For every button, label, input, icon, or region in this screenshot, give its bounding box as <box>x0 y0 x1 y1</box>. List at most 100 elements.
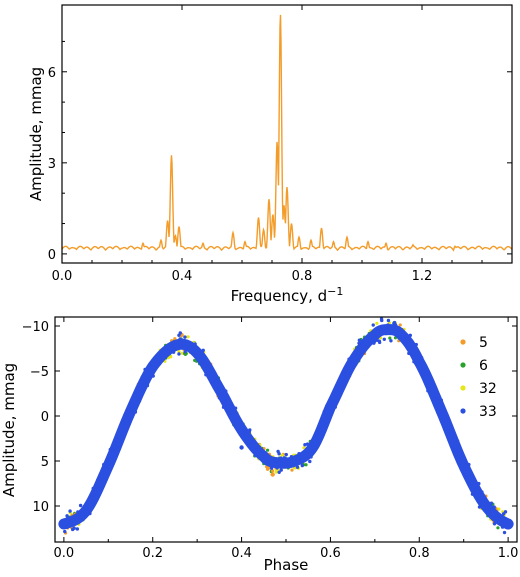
scatter-point <box>74 517 78 521</box>
scatter-point <box>322 410 326 414</box>
scatter-point <box>254 444 258 449</box>
scatter-point <box>78 503 83 508</box>
scatter-point <box>315 434 319 438</box>
y-tick-label: 6 <box>48 66 56 81</box>
scatter-point <box>143 367 147 372</box>
x-tick-label: 0.0 <box>54 546 75 561</box>
scatter-point <box>151 374 155 378</box>
scatter-point <box>273 461 277 465</box>
scatter-point <box>92 494 96 498</box>
scatter-point <box>458 450 463 455</box>
scatter-point <box>421 373 425 377</box>
scatter-point <box>178 337 182 341</box>
scatter-point <box>91 486 95 491</box>
scatter-point <box>269 466 274 470</box>
scatter-point <box>377 340 382 345</box>
scatter-point <box>497 520 501 524</box>
scatter-point <box>415 362 420 366</box>
scatter-point <box>204 373 208 377</box>
scatter-point <box>194 353 198 357</box>
scatter-point <box>350 353 355 358</box>
scatter-point <box>280 458 284 463</box>
scatter-point <box>295 465 300 469</box>
scatter-point <box>247 443 251 447</box>
scatter-point <box>146 376 150 380</box>
scatter-point <box>68 509 72 513</box>
periodogram-y-ticks: 0 3 6 <box>48 40 512 263</box>
y-tick-label: 0 <box>48 248 56 263</box>
scatter-point <box>247 430 252 434</box>
scatter-point <box>353 355 358 360</box>
scatter-point <box>453 435 457 439</box>
scatter-point <box>225 394 229 398</box>
scatter-point <box>424 367 429 372</box>
scatter-point <box>477 499 481 504</box>
scatter-point <box>177 344 181 348</box>
scatter-point <box>201 348 205 353</box>
scatter-point <box>426 389 430 393</box>
scatter-point <box>494 509 498 514</box>
scatter-point <box>117 446 122 451</box>
scatter-point <box>67 517 71 521</box>
scatter-point <box>348 360 352 365</box>
scatter-point <box>277 452 281 456</box>
scatter-point <box>130 415 134 419</box>
scatter-point <box>456 445 460 449</box>
scatter-point <box>126 415 130 420</box>
scatter-point <box>492 515 496 520</box>
scatter-point <box>87 509 92 513</box>
scatter-point <box>217 385 222 390</box>
scatter-point <box>444 427 448 431</box>
scatter-point <box>378 327 383 331</box>
scatter-point <box>347 357 351 361</box>
y-tick-label: −10 <box>22 320 49 335</box>
scatter-point <box>133 410 138 414</box>
scatter-point <box>229 403 233 407</box>
scatter-point <box>483 499 487 503</box>
scatter-point <box>271 457 275 461</box>
scatter-point <box>183 335 187 339</box>
scatter-point <box>265 448 270 452</box>
scatter-point <box>264 460 269 465</box>
scatter-point <box>439 398 444 402</box>
scatter-point <box>278 456 283 460</box>
scatter-point <box>113 441 117 445</box>
scatter-point <box>470 492 475 496</box>
scatter-point <box>403 340 407 345</box>
x-tick-label: 0.2 <box>142 546 163 561</box>
scatter-point <box>371 323 375 327</box>
scatter-point <box>465 475 469 479</box>
scatter-point <box>373 334 378 338</box>
scatter-point <box>477 505 482 509</box>
legend-label: 32 <box>479 381 497 397</box>
scatter-point <box>279 468 283 472</box>
scatter-point <box>437 398 441 402</box>
scatter-point <box>120 421 125 425</box>
scatter-point <box>185 344 189 348</box>
scatter-point <box>140 386 144 391</box>
scatter-point <box>499 515 504 519</box>
scatter-point <box>177 352 181 356</box>
periodogram-ylabel: Amplitude, mmag <box>27 67 45 201</box>
scatter-point <box>422 369 426 374</box>
scatter-point <box>289 462 294 466</box>
scatter-point <box>270 472 275 477</box>
scatter-point <box>449 427 453 431</box>
legend: 5 6 32 33 <box>460 335 497 420</box>
phase-x-ticks: 0.0 0.2 0.4 0.6 0.8 1.0 <box>54 317 518 561</box>
scatter-point <box>183 352 188 357</box>
scatter-point <box>65 514 69 518</box>
periodogram-panel: 0.0 0.4 0.8 1.2 0 3 6 Frequency, d−1 Amplitud… <box>27 4 513 305</box>
scatter-point <box>266 467 270 471</box>
scatter-point <box>386 318 391 323</box>
scatter-point <box>388 336 392 340</box>
scatter-point <box>193 358 197 362</box>
scatter-point <box>336 383 340 387</box>
scatter-point <box>275 458 279 462</box>
legend-marker <box>460 385 466 391</box>
scatter-point <box>405 337 409 341</box>
scatter-point <box>398 323 402 327</box>
y-tick-label: 0 <box>41 410 49 425</box>
scatter-point <box>270 469 275 473</box>
